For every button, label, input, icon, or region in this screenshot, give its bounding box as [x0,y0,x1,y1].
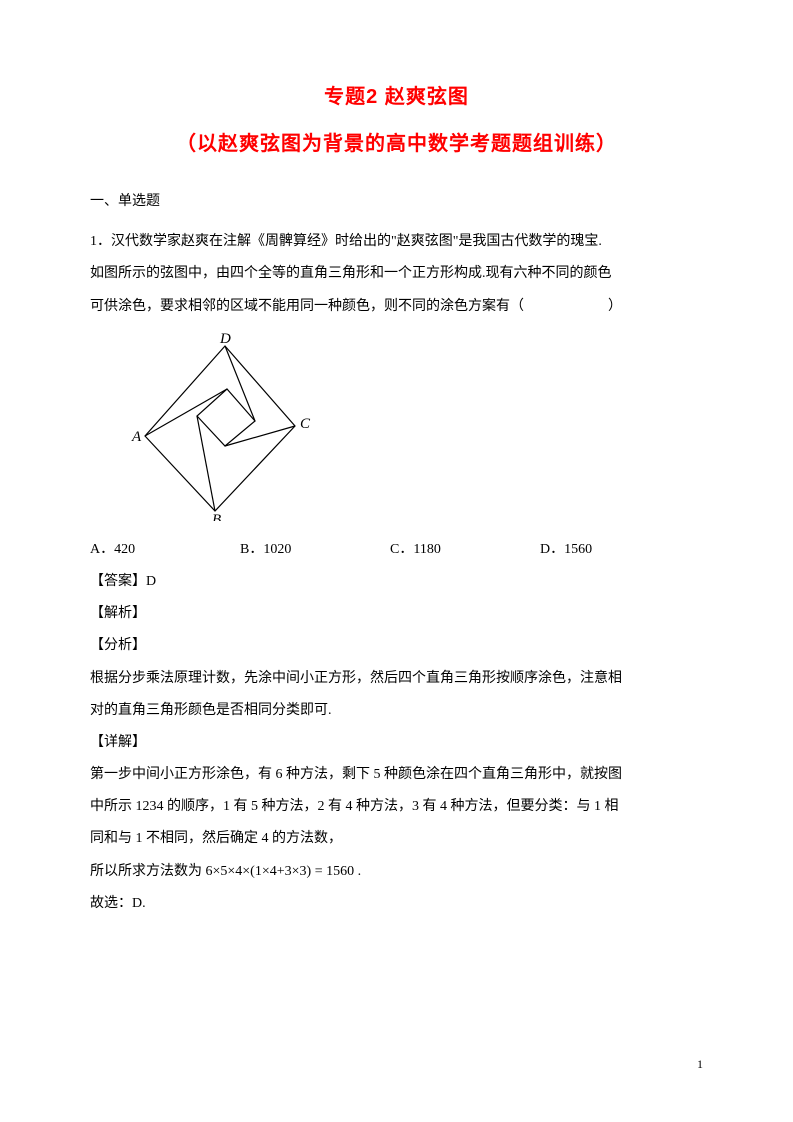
label-a: A [131,429,142,445]
fenxi-p2: 对的直角三角形颜色是否相同分类即可. [90,695,703,727]
option-d: D．1560 [540,534,690,566]
options: A．420 B．1020 C．1180 D．1560 [90,534,703,566]
xj-p1: 第一步中间小正方形涂色，有 6 种方法，剩下 5 种颜色涂在四个直角三角形中，就… [90,759,703,791]
xj-formula: 所以所求方法数为 6×5×4×(1×4+3×3) = 1560 . [90,856,703,888]
guxuan: 故选：D. [90,888,703,920]
answer-label: 【答案】D [90,566,703,598]
label-d: D [219,331,231,347]
jiexi-label: 【解析】 [90,598,703,630]
option-c: C．1180 [390,534,540,566]
q1-line2: 如图所示的弦图中，由四个全等的直角三角形和一个正方形构成.现有六种不同的颜色 [90,258,703,290]
fenxi-label: 【分析】 [90,630,703,662]
page-number: 1 [697,1057,703,1072]
q1-line3: 可供涂色，要求相邻的区域不能用同一种颜色，则不同的涂色方案有（ ） [90,291,703,323]
option-b: B．1020 [240,534,390,566]
title-sub: （以赵爽弦图为背景的高中数学考题题组训练） [90,127,703,156]
option-a: A．420 [90,534,240,566]
label-c: C [300,416,311,432]
xj-p2: 中所示 1234 的顺序，1 有 5 种方法，2 有 4 种方法，3 有 4 种… [90,791,703,823]
zhaoshuang-figure: A B C D [120,331,703,526]
fenxi-p1: 根据分步乘法原理计数，先涂中间小正方形，然后四个直角三角形按顺序涂色，注意相 [90,663,703,695]
section-head: 一、单选题 [90,186,703,218]
label-b: B [212,512,221,521]
title-main: 专题2 赵爽弦图 [90,80,703,109]
xj-p3: 同和与 1 不相同，然后确定 4 的方法数， [90,823,703,855]
q1-line1: 1．汉代数学家赵爽在注解《周髀算经》时给出的"赵爽弦图"是我国古代数学的瑰宝. [90,226,703,258]
xiangjie-label: 【详解】 [90,727,703,759]
